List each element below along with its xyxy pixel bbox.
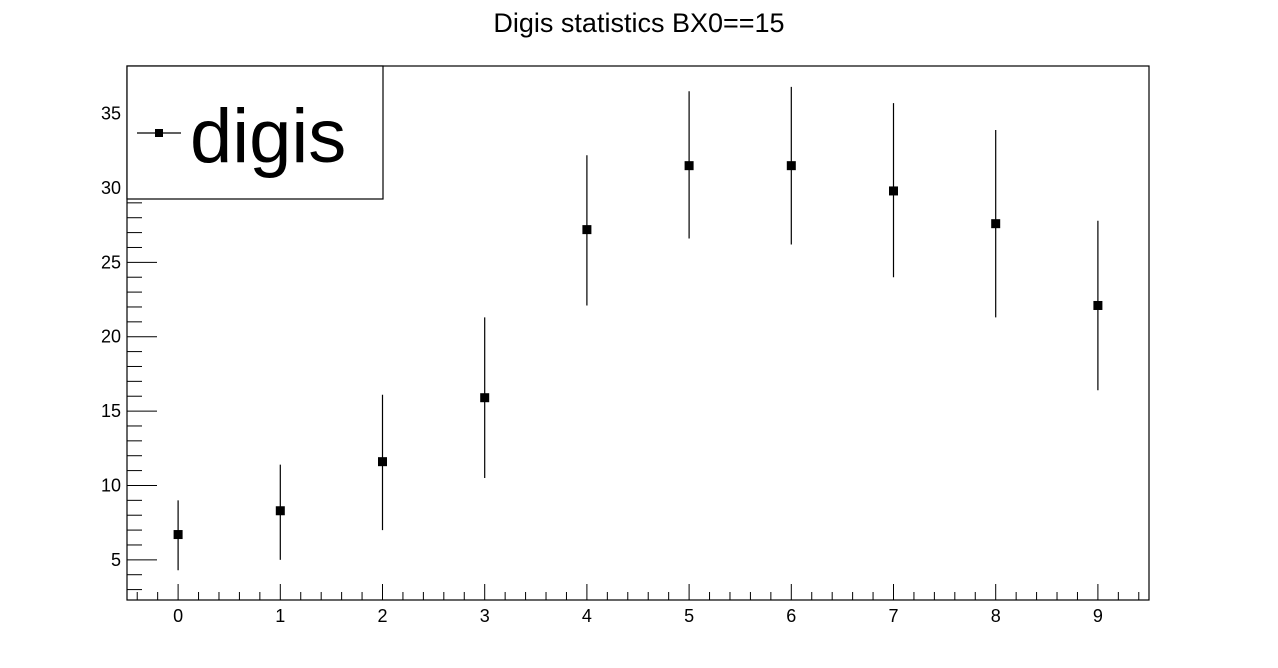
chart-title: Digis statistics BX0==15 <box>493 8 784 38</box>
x-axis-tick-labels: 0 1 2 3 4 5 6 7 8 9 <box>173 606 1103 626</box>
x-tick-label: 3 <box>480 606 490 626</box>
x-tick-label: 2 <box>377 606 387 626</box>
y-axis-tick-labels: 5 10 15 20 25 30 35 <box>101 104 121 570</box>
y-tick-label: 35 <box>101 104 121 124</box>
data-point <box>275 506 285 516</box>
legend-marker <box>155 129 163 137</box>
y-tick-label: 30 <box>101 178 121 198</box>
data-points <box>173 161 1103 540</box>
x-tick-label: 5 <box>684 606 694 626</box>
x-axis-ticks <box>136 584 1140 600</box>
y-tick-label: 20 <box>101 327 121 347</box>
y-tick-label: 5 <box>111 550 121 570</box>
data-point <box>991 219 1001 229</box>
plot-frame <box>126 65 1150 601</box>
data-point <box>889 186 898 196</box>
data-point <box>1093 300 1103 310</box>
x-tick-label: 0 <box>173 606 183 626</box>
x-tick-label: 7 <box>888 606 898 626</box>
y-tick-label: 10 <box>101 475 121 495</box>
x-tick-label: 8 <box>991 606 1001 626</box>
data-point <box>684 161 694 171</box>
y-tick-label: 15 <box>101 401 121 421</box>
data-point <box>173 530 183 540</box>
y-tick-label: 25 <box>101 252 121 272</box>
x-tick-label: 4 <box>582 606 592 626</box>
x-tick-label: 9 <box>1093 606 1103 626</box>
data-point <box>582 225 592 235</box>
x-tick-label: 6 <box>786 606 796 626</box>
data-point <box>378 457 387 467</box>
legend-label: digis <box>190 94 346 179</box>
data-point <box>786 161 796 171</box>
data-point <box>480 393 490 403</box>
legend: digis <box>126 65 384 200</box>
x-tick-label: 1 <box>275 606 285 626</box>
